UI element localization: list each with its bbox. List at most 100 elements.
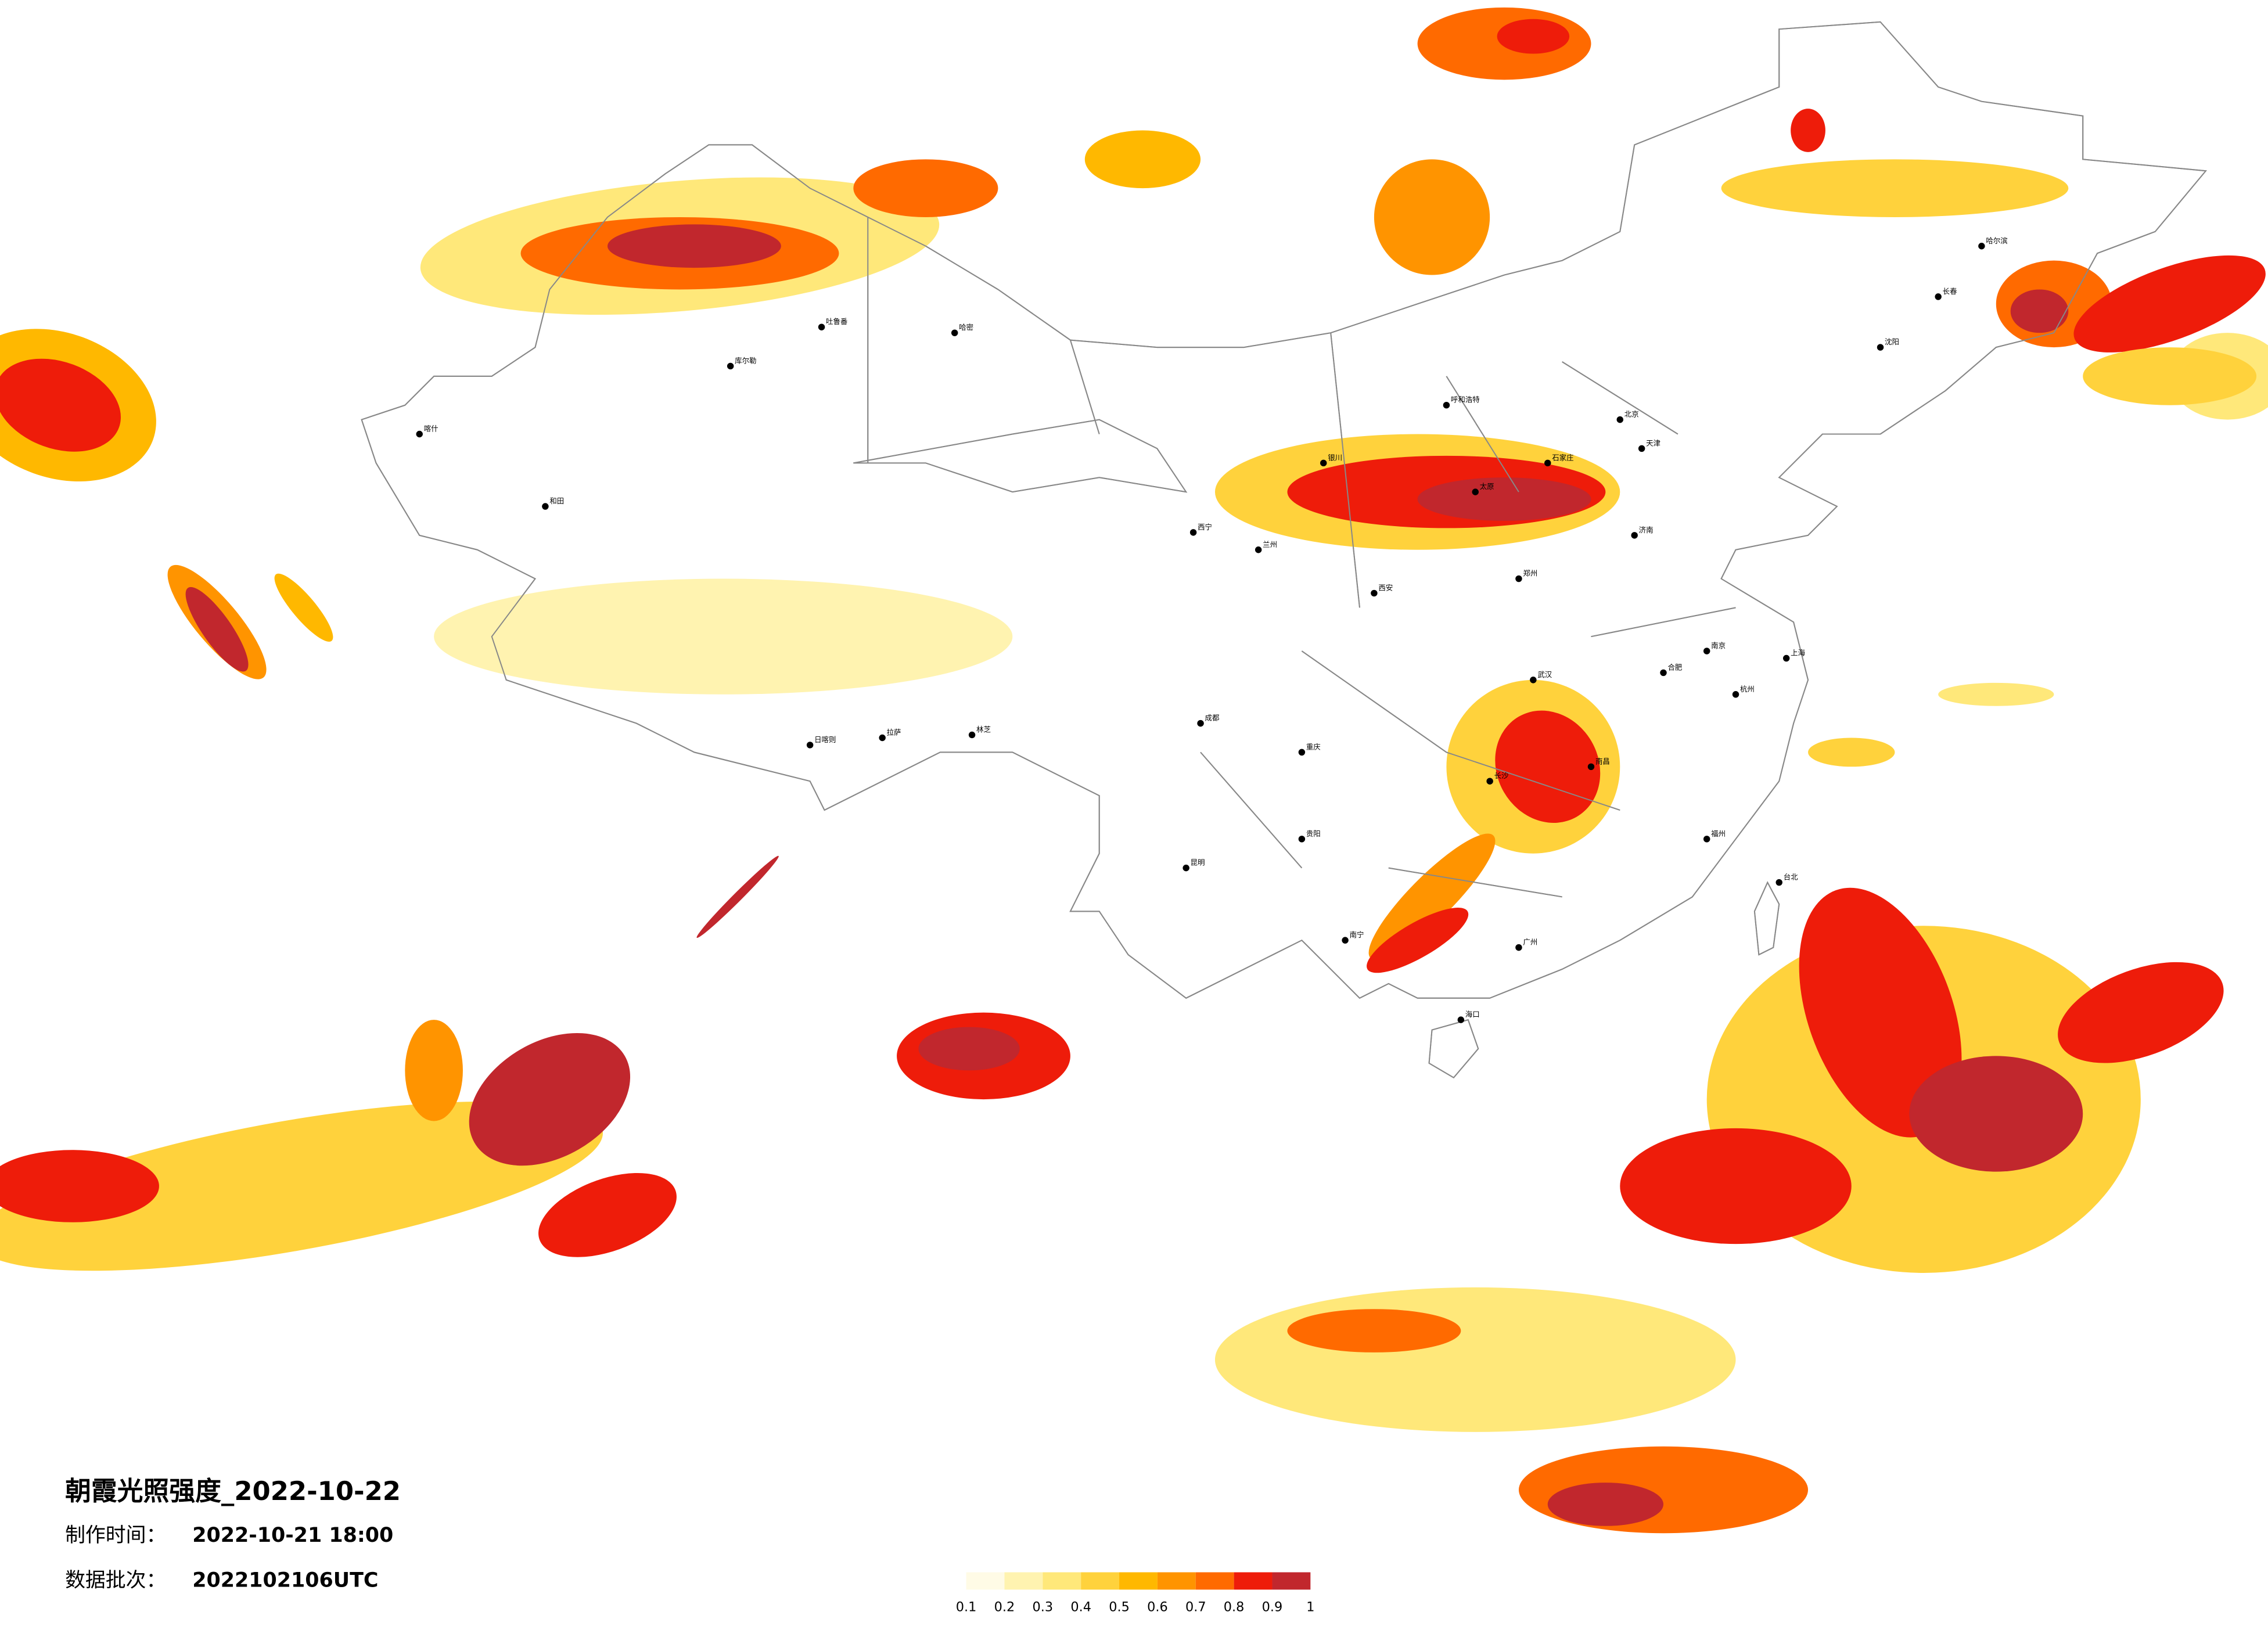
city-dot: [1703, 836, 1710, 843]
city-dot: [1732, 691, 1739, 698]
legend-tick-label: 0.3: [1033, 1600, 1054, 1615]
legend-swatch: [1272, 1572, 1311, 1590]
city-dot: [1703, 647, 1710, 654]
city-label: 吐鲁番: [826, 317, 848, 326]
legend-swatch: [1234, 1572, 1273, 1590]
legend-tick-label: 0.5: [1109, 1600, 1130, 1615]
city-dot: [1197, 720, 1204, 727]
city-dot: [1486, 778, 1493, 785]
intensity-area: [1368, 833, 1496, 961]
legend-tick-label: 0.7: [1185, 1600, 1206, 1615]
color-legend: 0.1 0.2 0.3 0.4 0.5 0.6 0.7 0.8 0.9 1: [956, 1572, 1314, 1615]
intensity-area: [2010, 289, 2069, 333]
city-dot: [1978, 243, 1985, 250]
intensity-area: [1799, 887, 1962, 1138]
city-dot: [968, 731, 976, 739]
intensity-area: [853, 159, 998, 217]
intensity-area: [1721, 159, 2069, 217]
info-value: 2022-10-21 18:00: [192, 1524, 393, 1547]
legend-swatch: [1119, 1572, 1158, 1590]
legend-swatch: [1004, 1572, 1043, 1590]
city-label: 南昌: [1595, 757, 1610, 765]
legend-tick-label: 0.4: [1070, 1600, 1091, 1615]
city-dot: [1371, 589, 1378, 597]
intensity-area: [1791, 109, 1825, 152]
intensity-area: [1938, 682, 2054, 706]
city-dot: [1782, 654, 1790, 662]
city-label: 昆明: [1191, 858, 1205, 867]
city-dot: [416, 430, 423, 438]
intensity-area: [0, 1101, 603, 1271]
city-label: 喀什: [424, 425, 438, 433]
city-label: 杭州: [1740, 685, 1755, 693]
intensity-area: [0, 358, 121, 452]
info-label: 制作时间：: [65, 1524, 166, 1547]
intensity-area: [2073, 255, 2266, 352]
city-label: 南京: [1711, 641, 1726, 650]
city-label: 石家庄: [1552, 453, 1573, 462]
legend-swatch: [1195, 1572, 1234, 1590]
city-label: 兰州: [1263, 540, 1277, 549]
intensity-area: [2083, 347, 2257, 405]
city-dot: [1515, 575, 1522, 582]
city-dot: [1457, 1016, 1465, 1023]
city-label: 上海: [1791, 649, 1805, 657]
city-label: 成都: [1205, 714, 1220, 722]
intensity-area: [696, 855, 779, 938]
legend-swatch: [1043, 1572, 1081, 1590]
legend-swatch: [1081, 1572, 1120, 1590]
city-label: 日喀则: [814, 735, 836, 744]
legend-tick-label: 0.9: [1262, 1600, 1283, 1615]
city-dot: [1935, 293, 1942, 300]
city-dot: [1638, 445, 1645, 452]
legend-tick-label: 0.8: [1224, 1600, 1245, 1615]
city-dot: [1530, 677, 1537, 684]
intensity-area: [1084, 130, 1201, 189]
city-dot: [1443, 401, 1450, 409]
city-dot: [1616, 416, 1624, 423]
city-label: 合肥: [1667, 663, 1682, 671]
legend-tick-label: 1: [1306, 1600, 1314, 1615]
city-dot: [1472, 488, 1479, 495]
city-label: 海口: [1465, 1010, 1480, 1019]
city-label: 林芝: [976, 725, 991, 734]
city-label: 天津: [1646, 438, 1660, 447]
city-dot: [1631, 532, 1638, 539]
intensity-area: [1497, 19, 1570, 54]
intensity-area: [538, 1172, 677, 1257]
intensity-area: [405, 1020, 463, 1121]
city-label: 广州: [1523, 938, 1537, 947]
intensity-area: [274, 573, 333, 642]
city-dot: [1189, 529, 1197, 536]
intensity-area: [434, 578, 1013, 695]
intensity-area: [1374, 159, 1490, 275]
city-dot: [1298, 749, 1306, 756]
city-dot: [1587, 763, 1595, 771]
city-dot: [1182, 864, 1189, 872]
intensity-area: [1417, 477, 1591, 521]
city-label: 南宁: [1350, 930, 1364, 939]
legend-tick-label: 0.1: [956, 1600, 977, 1615]
country-border: [361, 21, 2207, 1079]
intensity-area: [918, 1027, 1020, 1071]
intensity-area: [2058, 962, 2224, 1063]
legend-swatch: [966, 1572, 1005, 1590]
city-label: 太原: [1480, 482, 1494, 491]
intensity-area: [1518, 1446, 1809, 1534]
city-dot: [1298, 836, 1306, 843]
intensity-area: [185, 587, 249, 672]
city-dot: [1775, 879, 1782, 886]
intensity-area: [0, 1150, 159, 1222]
info-value: 2022102106UTC: [192, 1569, 378, 1592]
intensity-layer: [0, 7, 2268, 1534]
intensity-area: [1287, 1309, 1461, 1352]
legend-swatch: [1157, 1572, 1196, 1590]
city-label: 武汉: [1537, 670, 1552, 679]
city-label: 西宁: [1198, 523, 1212, 531]
city-dot: [806, 742, 814, 749]
intensity-area: [469, 1033, 631, 1166]
legend-tick-label: 0.6: [1147, 1600, 1168, 1615]
legend-tick-label: 0.2: [994, 1600, 1015, 1615]
